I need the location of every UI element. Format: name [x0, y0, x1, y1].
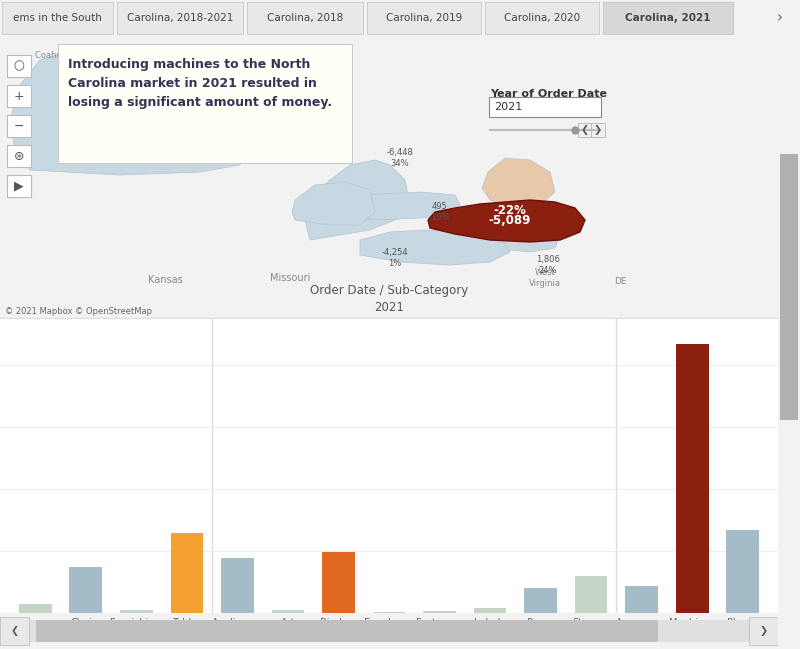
Text: Missouri: Missouri	[270, 273, 310, 283]
Bar	[780, 154, 798, 420]
Bar	[271, 610, 304, 613]
Text: Kansas: Kansas	[148, 275, 182, 285]
Bar	[474, 609, 506, 613]
Bar	[120, 610, 153, 613]
Polygon shape	[440, 208, 560, 252]
Text: ❮: ❮	[581, 125, 589, 135]
Text: −: −	[14, 119, 24, 132]
Text: © 2021 Mapbox © OpenStreetMap: © 2021 Mapbox © OpenStreetMap	[5, 307, 152, 316]
Bar	[247, 2, 363, 34]
Text: Carolina, 2018-2021: Carolina, 2018-2021	[127, 13, 233, 23]
Bar	[0, 620, 778, 642]
FancyBboxPatch shape	[7, 55, 31, 77]
Text: ▶: ▶	[14, 180, 24, 193]
Text: ❯: ❯	[759, 626, 768, 636]
FancyBboxPatch shape	[58, 44, 352, 163]
Bar	[574, 576, 607, 613]
Text: 1,806
24%: 1,806 24%	[536, 255, 560, 275]
Bar	[625, 585, 658, 613]
Text: ›: ›	[777, 10, 783, 25]
Text: 495
19%: 495 19%	[430, 202, 450, 222]
Bar	[322, 552, 355, 613]
Bar	[221, 558, 254, 613]
FancyBboxPatch shape	[7, 145, 31, 167]
Text: ○: ○	[14, 60, 25, 73]
Bar	[117, 2, 243, 34]
Text: Texas: Texas	[126, 105, 154, 115]
Bar	[170, 533, 203, 613]
Bar	[423, 611, 456, 613]
Text: 1,213
22%: 1,213 22%	[303, 122, 327, 142]
Bar	[2, 2, 113, 34]
Bar	[524, 589, 557, 613]
FancyBboxPatch shape	[7, 115, 31, 137]
Text: -6,448
34%: -6,448 34%	[386, 148, 414, 168]
Bar	[676, 345, 709, 613]
Text: -5,089: -5,089	[489, 214, 531, 227]
FancyBboxPatch shape	[7, 85, 31, 107]
Bar	[19, 604, 52, 613]
FancyBboxPatch shape	[489, 97, 601, 117]
Polygon shape	[360, 230, 510, 265]
Polygon shape	[305, 160, 410, 240]
Bar	[70, 567, 102, 613]
Text: Introducing machines to the North
Carolina market in 2021 resulted in
losing a s: Introducing machines to the North Caroli…	[68, 58, 332, 109]
Text: ❮: ❮	[10, 626, 18, 636]
Text: DE: DE	[614, 278, 626, 286]
Text: Carolina, 2018: Carolina, 2018	[267, 13, 343, 23]
Text: +: +	[14, 90, 24, 103]
Polygon shape	[482, 158, 555, 208]
Title: Order Date / Sub-Category
2021: Order Date / Sub-Category 2021	[310, 284, 468, 314]
FancyBboxPatch shape	[578, 123, 592, 137]
Bar	[603, 2, 733, 34]
Text: -4,254
1%: -4,254 1%	[382, 248, 408, 268]
Text: ems in the South: ems in the South	[13, 13, 102, 23]
Polygon shape	[428, 200, 585, 242]
Text: -22%: -22%	[494, 204, 526, 217]
FancyBboxPatch shape	[591, 123, 605, 137]
Bar	[726, 530, 759, 613]
Bar	[749, 617, 778, 645]
Bar	[36, 620, 658, 642]
Text: ❯: ❯	[594, 125, 602, 135]
Bar	[0, 617, 29, 645]
Text: Year of Order Date: Year of Order Date	[490, 89, 607, 99]
Polygon shape	[260, 92, 340, 150]
Text: ⊛: ⊛	[14, 149, 24, 162]
Text: 2021: 2021	[494, 102, 522, 112]
Bar	[373, 611, 406, 613]
Polygon shape	[330, 192, 460, 220]
Polygon shape	[292, 182, 375, 225]
Text: Carolina, 2019: Carolina, 2019	[386, 13, 462, 23]
Text: Carolina, 2021: Carolina, 2021	[626, 13, 710, 23]
Polygon shape	[10, 45, 255, 175]
Bar	[485, 2, 599, 34]
Text: Carolina, 2020: Carolina, 2020	[504, 13, 580, 23]
Text: West
Virginia: West Virginia	[529, 268, 561, 288]
Bar	[367, 2, 481, 34]
Text: Coahuila de: Coahuila de	[35, 51, 85, 60]
FancyBboxPatch shape	[7, 175, 31, 197]
